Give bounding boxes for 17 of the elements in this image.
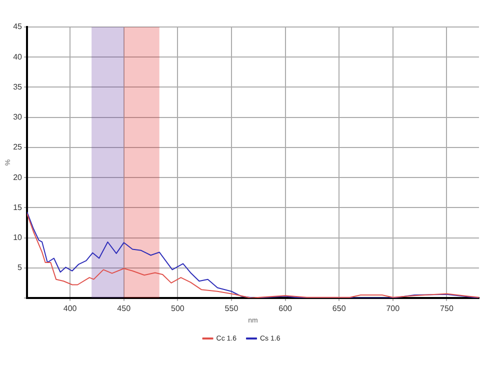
y-tick-label: 5 [18,263,23,272]
y-tick-label: 40 [13,52,23,62]
y-tick-label: 45 [13,22,23,32]
y-tick-label: 25 [13,142,23,152]
y-tick-label: 30 [13,112,23,122]
x-tick-label: 750 [440,304,454,314]
y-tick-label: 15 [13,202,23,212]
y-tick-label: 10 [13,232,23,242]
x-tick-label: 700 [386,304,400,314]
x-tick-label: 500 [170,304,185,314]
y-tick-label: 20 [13,172,23,182]
x-tick-label: 400 [63,304,78,314]
x-tick-label: 450 [117,304,132,314]
y-tick-label: 35 [13,82,23,92]
x-tick-label: 650 [332,304,346,314]
x-tick-label: 550 [224,304,239,314]
x-tick-label: 600 [278,304,293,314]
